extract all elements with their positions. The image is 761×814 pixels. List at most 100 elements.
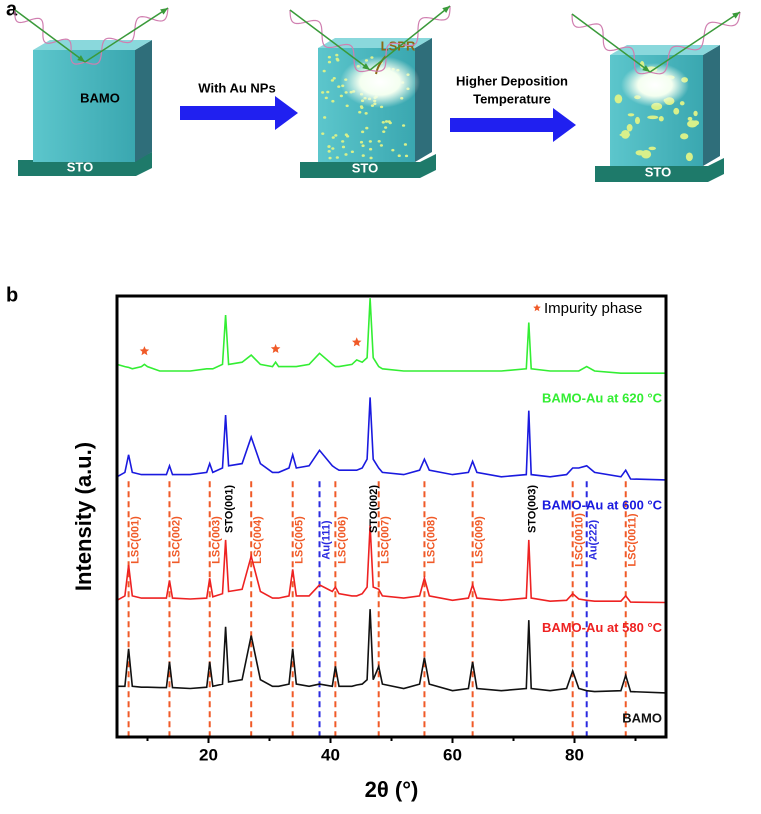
ray-head [77, 55, 85, 62]
nanoparticle [621, 129, 630, 139]
reference-label: LSC(002) [170, 516, 182, 564]
nanoparticle [368, 147, 373, 151]
nanoparticle [358, 110, 362, 114]
x-tick-label: 80 [565, 745, 584, 764]
reference-label: LSC(003) [211, 516, 223, 564]
nanoparticle [331, 136, 335, 139]
ray-head [362, 63, 370, 70]
nanoparticle [323, 116, 327, 119]
wave [289, 9, 371, 73]
nanoparticle [361, 154, 365, 157]
nanoparticle [403, 143, 408, 146]
nanoparticle [648, 146, 657, 151]
x-tick-label: 60 [443, 745, 462, 764]
nanoparticle [404, 154, 409, 158]
x-axis-title: 2θ (°) [365, 777, 419, 802]
nanoparticle [364, 112, 368, 115]
nanoparticle [673, 107, 680, 115]
series-label: BAMO-Au at 600 °C [542, 497, 663, 512]
reference-label: LSC(009) [474, 516, 486, 564]
step-label: Higher Deposition [456, 73, 568, 88]
schematic: a BAMO STO With Au NPs LSPR STO Higher D… [6, 0, 741, 182]
impurity-star [270, 343, 281, 353]
cube-side [415, 38, 432, 162]
nanoparticle [692, 120, 700, 126]
lspr-glow [621, 63, 689, 107]
ray-head [642, 65, 650, 72]
light-waves [14, 5, 741, 75]
nanoparticle [322, 69, 326, 73]
cube-top [610, 45, 720, 55]
nanoparticle [379, 144, 384, 147]
ray [571, 13, 651, 73]
y-axis-title: Intensity (a.u.) [71, 442, 96, 591]
nanoparticle [344, 153, 348, 156]
substrate-label: STO [645, 164, 672, 179]
wave [84, 7, 169, 65]
cube-top [318, 38, 432, 48]
panel-label: b [6, 284, 18, 306]
nanoparticle [647, 115, 659, 120]
nanoparticle [397, 154, 401, 158]
nanoparticle [337, 85, 341, 88]
nanoparticle [361, 144, 365, 148]
substrate [300, 154, 436, 178]
nanoparticle [335, 156, 339, 159]
nanoparticle [391, 148, 395, 152]
nanoparticle [693, 110, 698, 117]
ray-head [160, 8, 168, 15]
nanoparticle [331, 99, 335, 103]
series-label: BAMO-Au at 580 °C [542, 620, 663, 635]
nanoparticle [368, 140, 372, 143]
legend-label: Impurity phase [544, 300, 642, 317]
nanoparticle [344, 133, 348, 137]
reference-label: LSC(007) [380, 516, 392, 564]
nanoparticle [328, 156, 332, 160]
nanoparticle [327, 145, 331, 148]
reference-label: LSC(008) [425, 516, 437, 564]
cube-side [135, 40, 152, 162]
reference-label: LSC(005) [294, 516, 306, 564]
nanoparticle [359, 105, 364, 108]
nanoparticle [350, 150, 355, 154]
wave [649, 11, 741, 75]
ray [369, 5, 451, 71]
nanoparticle [365, 126, 369, 130]
nanoparticle [327, 55, 331, 59]
series-label: BAMO [622, 710, 662, 725]
ray-head [732, 12, 740, 19]
nanoparticle [335, 53, 339, 57]
wave [369, 6, 451, 72]
nanoparticle [369, 156, 373, 160]
nanoparticle [341, 140, 345, 143]
nanoparticle [641, 149, 652, 159]
step-label: Temperature [473, 91, 551, 106]
ray [289, 9, 371, 71]
series-line [117, 609, 667, 694]
nanoparticle [359, 140, 364, 144]
legend-star [533, 304, 541, 312]
substrate-label: STO [67, 159, 94, 174]
nanoparticle [634, 116, 641, 125]
step-label: With Au NPs [198, 80, 275, 95]
substrate-peak-label: STO(003) [527, 485, 539, 533]
nanoparticle [335, 57, 339, 61]
nanoparticle [384, 126, 388, 129]
reference-label: LSC(006) [336, 516, 348, 564]
x-tick-label: 20 [199, 745, 218, 764]
cube-side [703, 45, 720, 166]
nanoparticle [321, 91, 325, 94]
ray [14, 9, 86, 63]
nanoparticle [685, 152, 693, 162]
series-label: BAMO-Au at 620 °C [542, 391, 663, 406]
substrate [595, 158, 724, 182]
reference-label: LSC(0011) [627, 513, 639, 567]
film-label: BAMO [80, 90, 120, 105]
nanoparticle [339, 94, 343, 98]
substrate-peak-label: STO(001) [223, 485, 235, 533]
substrate [18, 152, 152, 176]
substrate-peak-label: STO(002) [368, 485, 380, 533]
reference-label: LSC(001) [129, 516, 141, 564]
lspr-glow [340, 56, 420, 108]
